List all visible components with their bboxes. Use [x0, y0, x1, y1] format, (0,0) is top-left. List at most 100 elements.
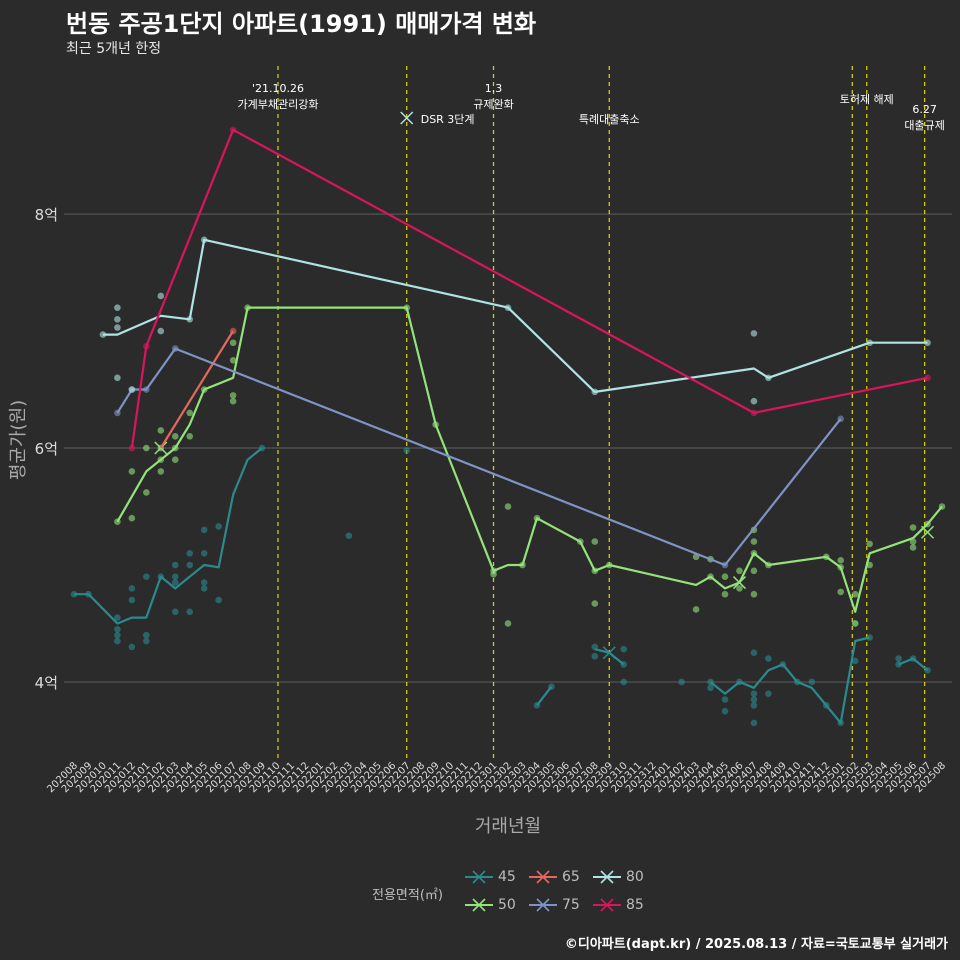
data-point-50 [750, 538, 758, 545]
data-point-45 [403, 447, 411, 454]
data-point-45 [128, 643, 136, 651]
data-point-50 [143, 489, 150, 496]
data-point-50 [171, 456, 179, 464]
data-point-45 [721, 707, 729, 715]
data-point-45 [128, 596, 136, 604]
data-point-45 [620, 645, 628, 653]
legend-key-icon [593, 898, 621, 912]
data-point-50 [866, 561, 873, 569]
data-point-80 [866, 339, 873, 347]
data-point-85 [143, 342, 150, 350]
data-point-45 [765, 690, 772, 697]
event-label: '21.10.26 [252, 82, 304, 95]
data-point-45 [779, 661, 787, 668]
data-point-45 [924, 666, 931, 674]
data-point-45 [851, 657, 859, 665]
data-point-45 [837, 719, 845, 727]
data-point-50 [171, 433, 179, 440]
data-point-45 [736, 678, 743, 686]
source-caption: ©디아파트(dapt.kr) / 2025.08.13 / 자료=국토교통부 실… [564, 937, 948, 952]
data-point-45 [171, 573, 179, 580]
data-point-80 [591, 388, 599, 396]
data-point-50 [909, 538, 917, 545]
data-point-45 [114, 631, 121, 639]
data-point-45 [750, 649, 758, 657]
event-label: 규제완화 [473, 98, 513, 111]
data-point-80 [114, 316, 121, 323]
data-point-45 [200, 585, 208, 592]
data-point-45 [85, 590, 92, 598]
legend-label: 45 [498, 869, 516, 885]
data-point-50 [403, 304, 411, 311]
data-point-45 [200, 549, 208, 557]
data-point-50 [851, 590, 859, 598]
data-point-45 [591, 643, 599, 651]
data-point-45 [620, 678, 628, 686]
data-point-45 [143, 637, 150, 645]
data-point-75 [721, 561, 729, 569]
legend-item-45: 45 [462, 866, 516, 888]
data-point-50 [909, 524, 917, 531]
data-point-80 [157, 327, 165, 335]
data-point-80 [114, 304, 121, 311]
series-line-75 [116, 347, 842, 567]
data-point-50 [605, 561, 613, 569]
data-point-50 [519, 561, 526, 569]
data-point-80 [750, 330, 758, 337]
data-point-50 [186, 409, 194, 417]
data-point-80 [157, 292, 165, 300]
event-label: 가계부채관리강화 [237, 98, 318, 111]
data-point-50 [822, 553, 830, 561]
data-point-45 [620, 661, 628, 668]
data-point-45 [707, 684, 714, 692]
data-point-45 [750, 719, 758, 727]
series-line-45 [709, 636, 870, 724]
data-point-45 [548, 683, 555, 690]
event-label: 토허제 해제 [840, 92, 894, 106]
data-point-45 [143, 573, 150, 580]
data-point-75 [114, 409, 121, 417]
data-point-50 [721, 573, 729, 580]
data-point-85 [128, 444, 136, 452]
data-point-80 [99, 331, 107, 338]
y-tick-label: 6억 [35, 440, 58, 458]
data-point-50 [736, 567, 743, 575]
data-point-50 [938, 503, 946, 510]
data-point-50 [504, 503, 512, 510]
data-point-50 [128, 514, 136, 522]
data-point-50 [866, 540, 873, 548]
data-point-50 [750, 590, 758, 598]
legend-items: 45 50 65 75 80 85 [462, 866, 662, 916]
legend-label: 75 [562, 897, 580, 913]
data-point-50 [750, 549, 758, 557]
y-axis-title: 평균가(원) [8, 400, 29, 480]
data-point-50 [533, 514, 541, 522]
data-point-50 [229, 356, 237, 364]
data-point-45 [866, 634, 873, 641]
legend-item-80: 80 [590, 866, 644, 888]
data-point-80 [504, 304, 512, 311]
data-point-50 [591, 538, 599, 545]
data-point-50 [591, 567, 599, 575]
event-label: 특례대출축소 [579, 113, 640, 126]
legend-label: 85 [626, 897, 644, 913]
data-point-45 [345, 532, 353, 540]
data-point-50 [490, 567, 497, 575]
data-point-45 [533, 702, 541, 709]
cross-marker-50 [921, 525, 935, 539]
data-point-45 [678, 678, 685, 686]
data-point-45 [200, 579, 208, 586]
x-axis-title: 거래년월 [475, 816, 541, 837]
data-point-50 [591, 600, 599, 607]
legend-label: 65 [562, 869, 580, 885]
y-tick-label: 8억 [35, 206, 58, 224]
data-point-45 [895, 655, 902, 662]
data-point-45 [707, 678, 714, 686]
data-point-45 [157, 573, 165, 580]
event-label: 6.27 [912, 103, 937, 116]
data-point-50 [143, 444, 150, 452]
data-point-80 [114, 324, 121, 331]
data-point-45 [909, 655, 917, 662]
data-point-50 [851, 620, 859, 627]
